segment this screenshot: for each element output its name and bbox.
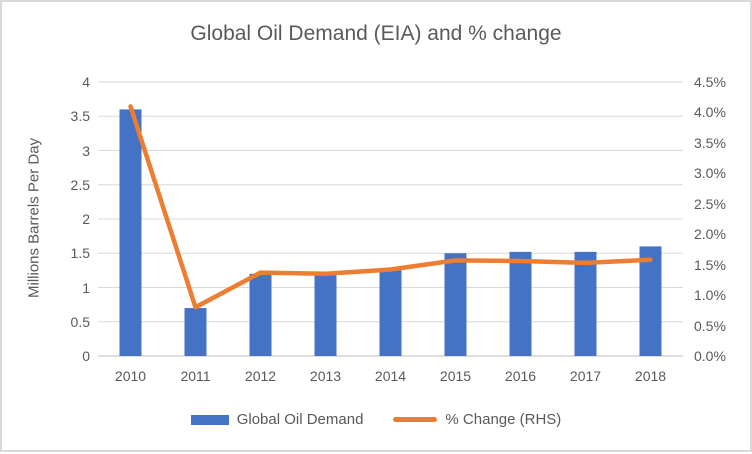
bar-2011	[184, 308, 207, 356]
x-tick-2011: 2011	[180, 368, 211, 384]
left-tick-0: 0	[82, 348, 90, 364]
bar-2015	[444, 253, 467, 356]
x-tick-2012: 2012	[244, 368, 277, 384]
x-tick-2010: 2010	[114, 368, 147, 384]
right-tick-1.5%: 1.5%	[694, 256, 726, 273]
x-tick-2016: 2016	[504, 368, 537, 384]
right-tick-0.0%: 0.0%	[694, 348, 726, 364]
chart-title: Global Oil Demand (EIA) and % change	[190, 22, 562, 45]
right-tick-0.5%: 0.5%	[694, 317, 726, 334]
left-tick-1.5: 1.5	[70, 245, 90, 262]
x-tick-2017: 2017	[569, 368, 602, 384]
right-tick-2.0%: 2.0%	[694, 226, 726, 243]
right-tick-4.0%: 4.0%	[694, 104, 726, 121]
left-tick-1: 1	[82, 279, 90, 296]
x-tick-2014: 2014	[374, 368, 407, 384]
bar-2014	[379, 268, 402, 356]
bar-2013	[314, 275, 337, 356]
bar-2017	[574, 251, 597, 356]
x-tick-2013: 2013	[309, 368, 342, 384]
pct-change-line	[128, 104, 653, 310]
right-tick-3.5%: 3.5%	[694, 134, 726, 151]
left-tick-2: 2	[82, 211, 90, 227]
line-series-swatch-icon	[393, 417, 438, 422]
legend-label-pct-change: % Change (RHS)	[445, 411, 562, 428]
bar-2010	[119, 109, 142, 357]
right-tick-3.0%: 3.0%	[694, 165, 726, 182]
legend-label-global-oil-demand: Global Oil Demand	[236, 411, 364, 428]
bar-2018	[639, 246, 662, 356]
bar-2012	[249, 273, 272, 356]
legend-item-pct-change: % Change (RHS)	[393, 411, 561, 428]
bar-2016	[509, 251, 532, 356]
left-tick-3: 3	[82, 142, 90, 159]
right-tick-1.0%: 1.0%	[694, 287, 726, 304]
legend: Global Oil Demand % Change (RHS)	[2, 411, 750, 428]
left-tick-4: 4	[82, 74, 90, 90]
left-tick-2.5: 2.5	[70, 176, 90, 193]
right-tick-4.5%: 4.5%	[694, 74, 726, 90]
left-tick-0.5: 0.5	[70, 313, 90, 330]
right-tick-2.5%: 2.5%	[694, 195, 726, 212]
bar-series-swatch-icon	[190, 414, 229, 425]
x-tick-2015: 2015	[439, 368, 472, 384]
legend-item-global-oil-demand: Global Oil Demand	[190, 411, 364, 428]
left-tick-3.5: 3.5	[70, 108, 90, 125]
x-tick-2018: 2018	[634, 368, 667, 384]
